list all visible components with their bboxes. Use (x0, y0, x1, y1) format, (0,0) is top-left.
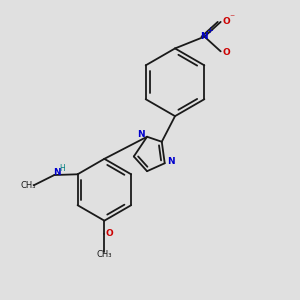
Text: O: O (106, 230, 113, 238)
Text: CH₃: CH₃ (97, 250, 112, 259)
Text: O: O (222, 48, 230, 57)
Text: N: N (53, 168, 61, 177)
Text: +: + (206, 26, 213, 35)
Text: O: O (222, 16, 230, 26)
Text: ⁻: ⁻ (229, 14, 234, 23)
Text: N: N (137, 130, 144, 139)
Text: H: H (60, 164, 65, 173)
Text: N: N (167, 157, 175, 166)
Text: CH₃: CH₃ (21, 181, 36, 190)
Text: N: N (200, 32, 208, 40)
